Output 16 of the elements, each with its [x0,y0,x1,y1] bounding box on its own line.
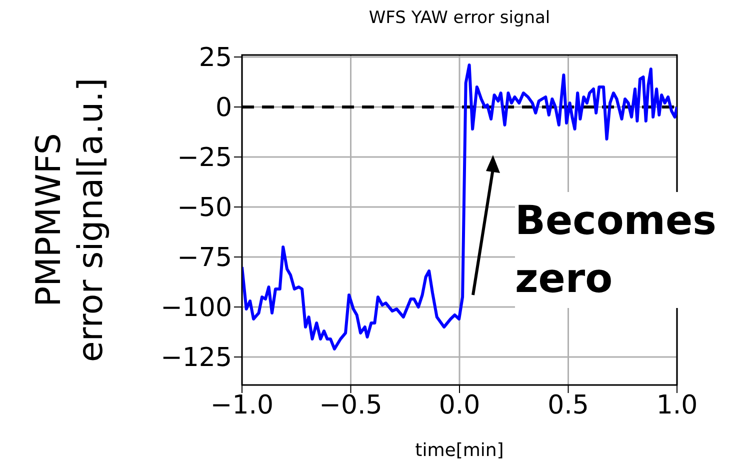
annotation: Becomes zero [515,192,725,308]
y-tick-label: −75 [177,243,232,274]
y-tick-label: −100 [160,293,232,324]
chart-title: WFS YAW error signal [368,8,552,28]
x-tick-label: −0.5 [319,390,382,420]
x-tick-label: 0.0 [438,390,480,420]
x-axis-title: time[min] [414,440,505,461]
x-tick-label: 0.5 [548,390,589,420]
y-tick-label: 25 [198,43,232,74]
y-axis-title: PMPMWFS error signal[a.u.] [28,78,112,362]
y-tick-label: −50 [177,193,232,224]
x-tick-label: 1.0 [656,390,698,420]
y-tick-label: −125 [160,343,232,374]
x-tick-label: −1.0 [210,390,274,420]
y-tick-label: 0 [215,93,232,124]
y-tick-label: −25 [177,143,232,174]
